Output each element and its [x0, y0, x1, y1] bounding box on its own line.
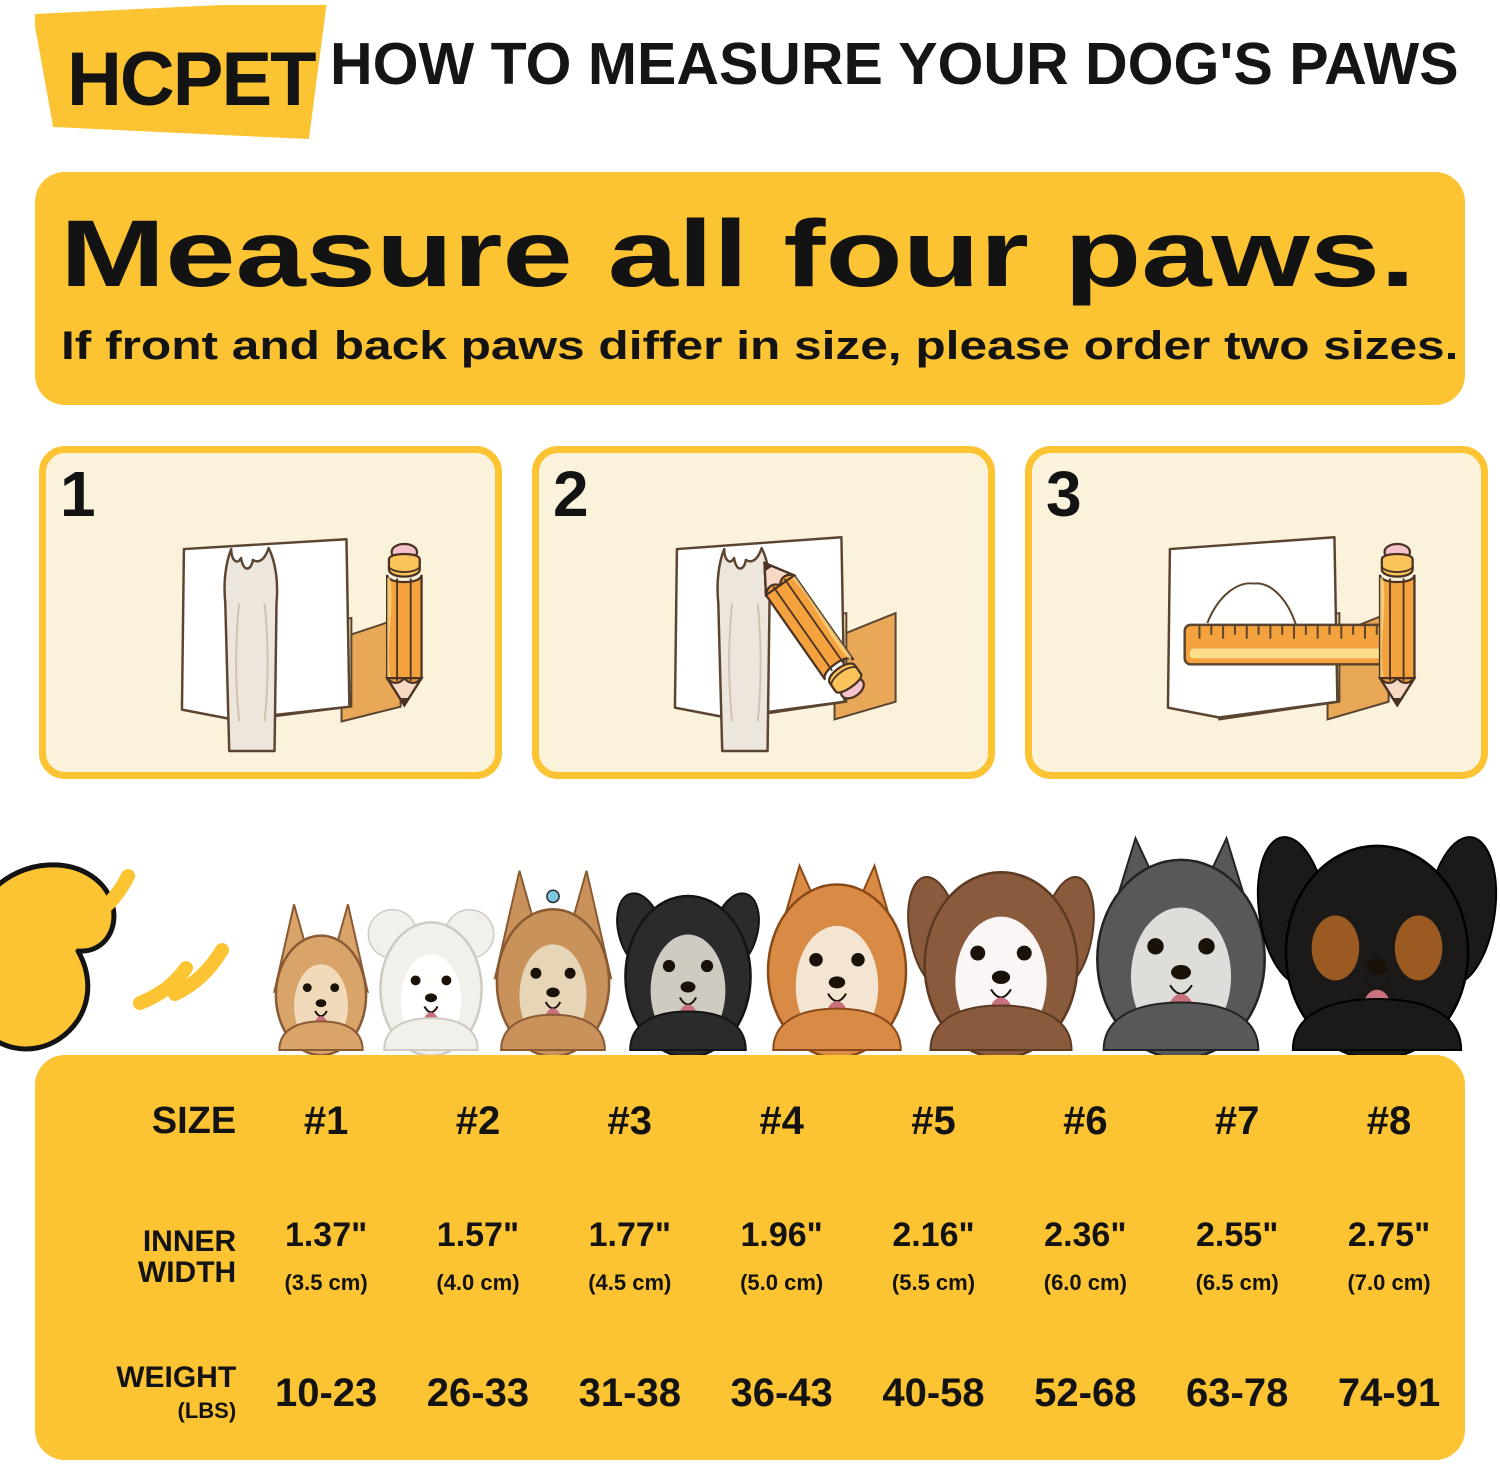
svg-text:HCPET: HCPET — [67, 37, 316, 122]
